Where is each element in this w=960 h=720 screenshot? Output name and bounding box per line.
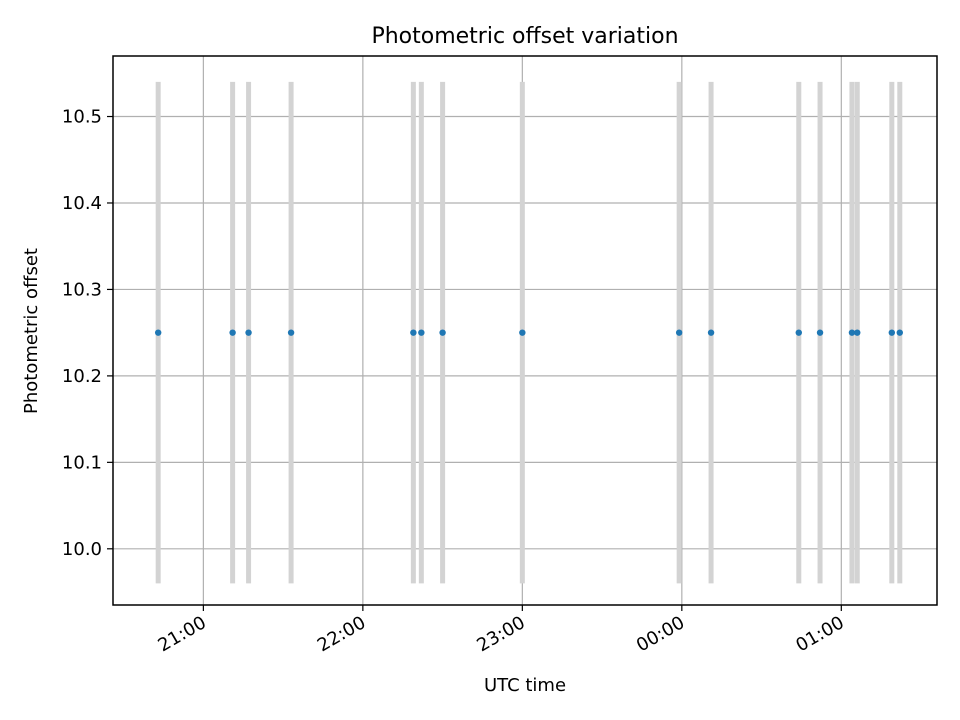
y-tick-label: 10.1: [62, 452, 102, 473]
y-tick-label: 10.2: [62, 366, 102, 387]
data-point: [795, 329, 802, 336]
data-point: [675, 329, 683, 336]
y-tick-label: 10.5: [62, 107, 102, 128]
data-point: [519, 329, 526, 336]
plot-area-frame: [112, 55, 938, 606]
data-point: [410, 329, 417, 336]
data-point: [707, 329, 715, 336]
data-point: [418, 329, 425, 336]
y-tick-label: 10.4: [62, 193, 102, 214]
y-axis-ticks: 10.0 10.1 10.2 10.3 10.4 10.5: [62, 107, 113, 560]
chart-title: Photometric offset variation: [371, 24, 678, 49]
data-point: [854, 329, 861, 336]
data-points: [154, 329, 903, 336]
data-point: [896, 329, 903, 336]
data-point: [287, 329, 295, 336]
data-point: [439, 329, 446, 336]
data-point: [848, 329, 856, 336]
x-axis-label: UTC time: [484, 675, 566, 696]
data-point: [816, 329, 824, 336]
y-axis-label: Photometric offset: [21, 248, 42, 414]
y-tick-label: 10.3: [62, 279, 102, 300]
data-point: [229, 329, 236, 336]
y-tick-label: 10.0: [62, 539, 102, 560]
data-point: [245, 329, 252, 336]
data-point: [888, 329, 896, 336]
data-point: [154, 329, 162, 336]
